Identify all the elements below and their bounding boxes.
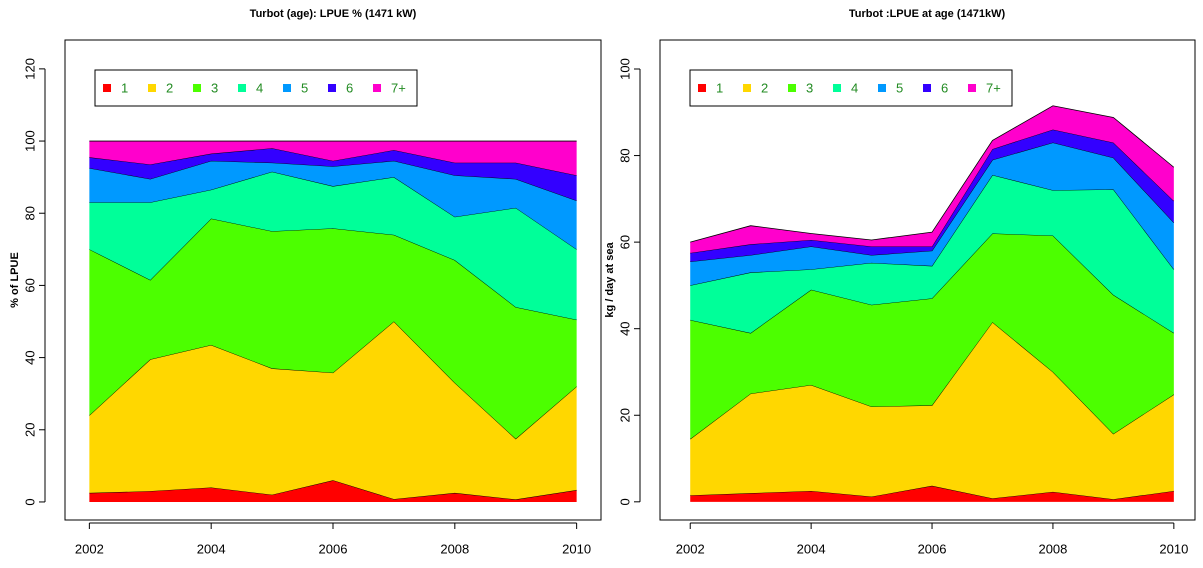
area-edge (690, 105, 1175, 243)
legend-label: 4 (851, 80, 858, 95)
legend-label: 1 (121, 80, 128, 95)
x-tick-label: 2010 (562, 541, 591, 556)
y-axis-label: % of LPUE (9, 252, 21, 308)
area (690, 129, 1174, 262)
area (690, 233, 1174, 440)
area (690, 105, 1174, 253)
y-tick-label: 80 (22, 206, 37, 220)
x-tick-label: 2010 (1159, 541, 1188, 556)
y-tick-label: 60 (22, 278, 37, 292)
plot-frame (64, 39, 602, 521)
y-tick-label: 0 (22, 498, 37, 505)
y-tick-label: 40 (617, 321, 632, 335)
legend-label: 2 (166, 80, 173, 95)
y-tick-label: 100 (22, 130, 37, 152)
legend-label: 6 (941, 80, 948, 95)
area (89, 148, 577, 201)
y-tick-label: 20 (22, 423, 37, 437)
area (89, 218, 577, 439)
legend-swatch (698, 84, 706, 92)
legend-swatch (923, 84, 931, 92)
x-tick-label: 2006 (918, 541, 947, 556)
legend-swatch (328, 84, 336, 92)
y-tick-label: 0 (617, 498, 632, 505)
legend-label: 1 (716, 80, 723, 95)
legend-label: 2 (761, 80, 768, 95)
chart-title: Turbot :LPUE at age (1471kW) (849, 8, 1006, 20)
area (89, 141, 577, 176)
legend-swatch (878, 84, 886, 92)
legend-swatch (833, 84, 841, 92)
legend-swatch (788, 84, 796, 92)
x-tick-label: 2008 (1038, 541, 1067, 556)
area (89, 480, 577, 502)
x-tick-label: 2002 (75, 541, 104, 556)
x-tick-label: 2004 (197, 541, 226, 556)
legend-swatch (373, 84, 381, 92)
area (89, 171, 577, 320)
area (690, 485, 1174, 502)
legend-label: 5 (896, 80, 903, 95)
legend-label: 4 (256, 80, 263, 95)
legend-swatch (238, 84, 246, 92)
legend-label: 7+ (391, 80, 406, 95)
plot-frame (659, 39, 1196, 521)
legend-label: 7+ (986, 80, 1001, 95)
chart-title: Turbot (age): LPUE % (1471 kW) (250, 8, 417, 20)
legend-swatch (148, 84, 156, 92)
area (690, 322, 1174, 500)
legend-swatch (283, 84, 291, 92)
legend-swatch (968, 84, 976, 92)
legend-label: 5 (301, 80, 308, 95)
area (89, 160, 577, 250)
legend-swatch (743, 84, 751, 92)
area (690, 175, 1174, 334)
area (690, 142, 1174, 286)
y-tick-label: 80 (617, 148, 632, 162)
legend-label: 3 (806, 80, 813, 95)
y-axis-label: kg / day at sea (604, 242, 616, 318)
legend-swatch (193, 84, 201, 92)
legend-label: 3 (211, 80, 218, 95)
x-tick-label: 2002 (676, 541, 705, 556)
y-tick-label: 120 (22, 58, 37, 80)
y-tick-label: 40 (22, 350, 37, 364)
x-tick-label: 2004 (797, 541, 826, 556)
x-tick-label: 2006 (319, 541, 348, 556)
legend-swatch (103, 84, 111, 92)
x-tick-label: 2008 (440, 541, 469, 556)
area (89, 321, 577, 500)
y-tick-label: 60 (617, 235, 632, 249)
y-tick-label: 20 (617, 408, 632, 422)
legend-label: 6 (346, 80, 353, 95)
y-tick-label: 100 (617, 58, 632, 80)
